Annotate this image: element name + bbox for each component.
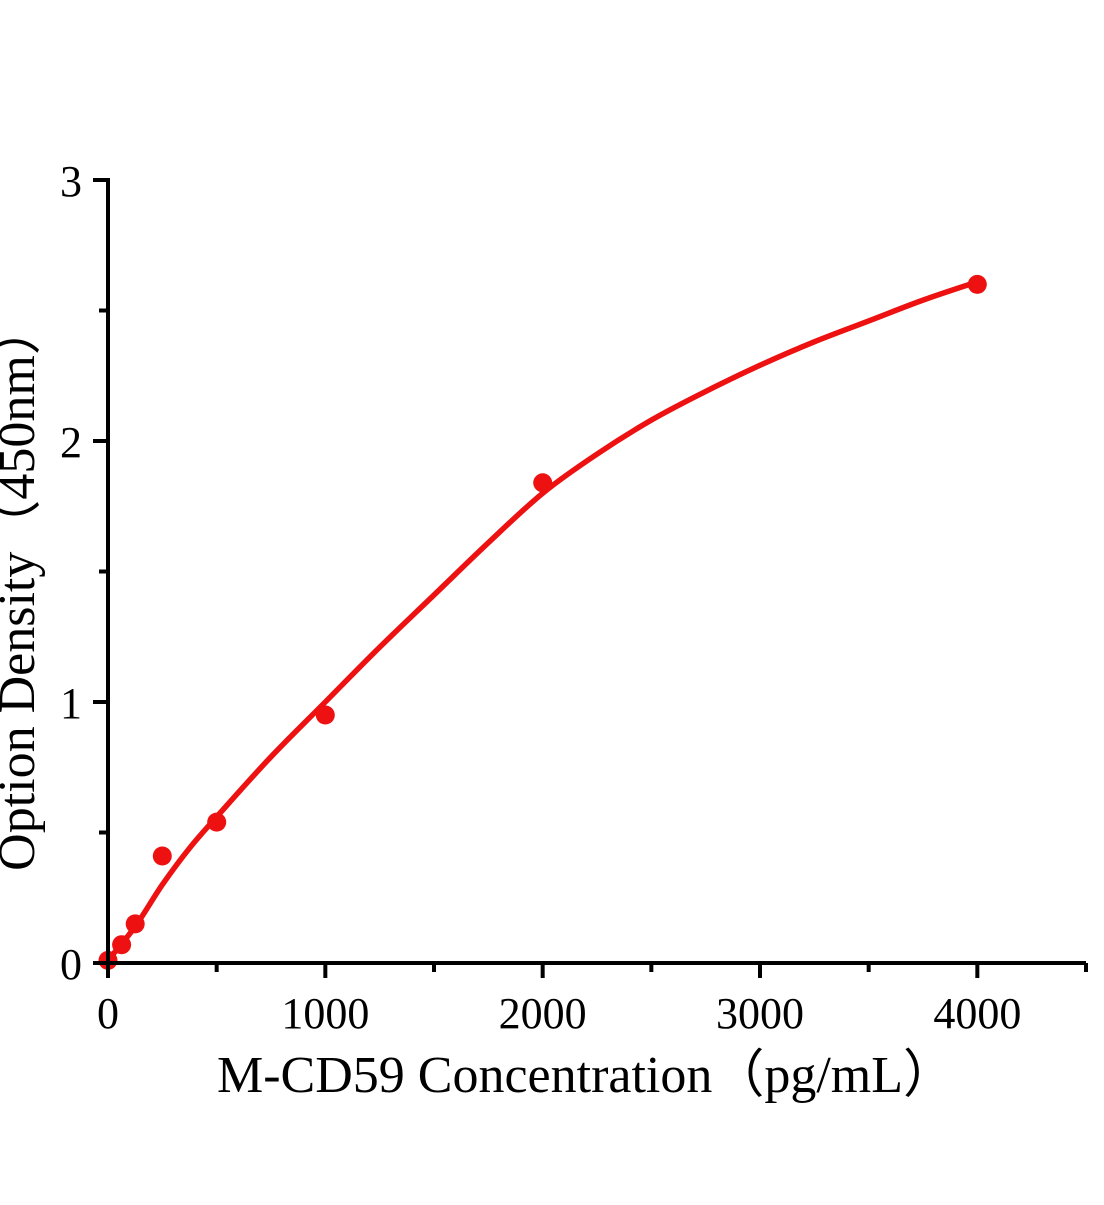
axes-layer: 0 1 2 3 0 1000 2000 3000 4000 bbox=[60, 157, 1088, 1038]
y-tick-label: 1 bbox=[60, 679, 82, 728]
data-point bbox=[152, 846, 172, 866]
y-axis-title: Option Density（450nm） bbox=[0, 303, 46, 871]
data-point bbox=[207, 812, 227, 832]
fit-curve bbox=[105, 279, 981, 964]
fit-curve-layer bbox=[105, 279, 981, 964]
y-tick-label: 0 bbox=[60, 940, 82, 989]
data-points-layer bbox=[98, 274, 987, 970]
x-tick-label: 3000 bbox=[716, 989, 804, 1038]
y-tick-label: 2 bbox=[60, 418, 82, 467]
y-tick-label: 3 bbox=[60, 157, 82, 206]
data-point bbox=[112, 935, 132, 955]
x-tick-label: 1000 bbox=[281, 989, 369, 1038]
x-axis-title: M-CD59 Concentration（pg/mL） bbox=[217, 1047, 955, 1104]
x-tick-label: 2000 bbox=[499, 989, 587, 1038]
x-tick-label: 0 bbox=[97, 989, 119, 1038]
data-point bbox=[315, 705, 335, 725]
data-point bbox=[125, 914, 145, 934]
x-tick-label: 4000 bbox=[933, 989, 1021, 1038]
data-point bbox=[967, 274, 987, 294]
data-point bbox=[533, 473, 553, 493]
